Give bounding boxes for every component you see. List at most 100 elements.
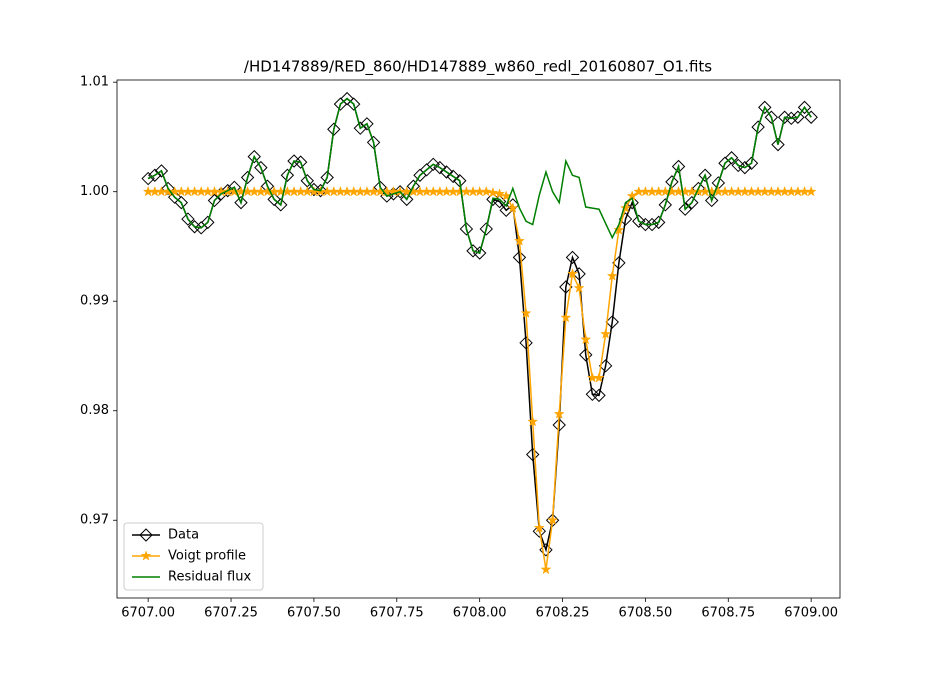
data-point [360, 117, 374, 131]
data-point [247, 149, 261, 164]
data-point [479, 222, 493, 236]
data-point [751, 120, 765, 134]
data-point [573, 282, 585, 293]
data-point [480, 185, 492, 197]
data-point [540, 563, 552, 575]
plot-frame [116, 79, 841, 599]
data-point [566, 268, 578, 279]
y-tick-label: 0.98 [80, 403, 109, 418]
data-point [340, 91, 354, 106]
data-point [293, 155, 308, 169]
data-point [552, 418, 566, 432]
data-point [400, 192, 414, 207]
x-tick-label: 6707.25 [204, 606, 258, 621]
data-point [705, 193, 719, 208]
data-point [520, 307, 532, 318]
data-point [161, 181, 175, 196]
data-point [532, 524, 547, 538]
chart-title: /HD147889/RED_860/HD147889_w860_redl_201… [244, 58, 712, 77]
data-point [174, 195, 189, 210]
data-point [267, 192, 281, 207]
data-point [393, 184, 407, 199]
data-point [507, 202, 519, 213]
data-point [744, 156, 759, 170]
data-point [613, 224, 625, 235]
data-point [181, 212, 195, 226]
data-point [724, 151, 739, 165]
data-point [525, 447, 540, 462]
x-tick-label: 6707.00 [121, 606, 175, 621]
series-line [147, 97, 812, 254]
data-point [459, 222, 474, 236]
legend-marker [139, 528, 153, 542]
data-point [572, 267, 586, 281]
data-point [313, 183, 328, 198]
data-point [519, 336, 533, 350]
y-tick-label: 0.99 [80, 294, 109, 309]
data-point [553, 408, 565, 419]
data-point [547, 514, 559, 525]
legend-label: Residual flux [168, 570, 251, 585]
data-point [346, 97, 361, 111]
data-point [685, 195, 699, 210]
data-point [691, 181, 706, 196]
data-point [797, 100, 812, 115]
data-point [804, 110, 818, 124]
x-tick-label: 6707.50 [287, 606, 341, 621]
data-point [784, 111, 798, 126]
data-point [580, 333, 592, 345]
legend-marker [140, 550, 152, 561]
data-point [320, 170, 334, 185]
legend-box [123, 522, 264, 591]
data-point [698, 168, 712, 182]
x-tick-label: 6708.25 [536, 606, 590, 621]
data-point [201, 215, 215, 230]
x-tick-label: 6708.00 [453, 606, 507, 621]
data-point [771, 137, 785, 152]
data-point [605, 315, 619, 329]
data-point [234, 195, 248, 210]
data-point [593, 372, 605, 383]
y-tick-label: 1.01 [80, 75, 109, 90]
data-point [280, 168, 295, 182]
legend-label: Voigt profile [168, 549, 246, 564]
data-point [207, 193, 222, 208]
data-point [565, 250, 580, 265]
legend-label: Data [168, 528, 199, 543]
data-point [527, 415, 539, 427]
data-point [533, 522, 545, 533]
data-point [658, 198, 673, 212]
data-point [426, 157, 440, 172]
data-point [592, 388, 606, 403]
data-point [671, 159, 686, 174]
data-point [651, 215, 666, 230]
x-tick-label: 6708.75 [701, 606, 755, 621]
data-point [494, 188, 506, 199]
data-point [545, 513, 560, 527]
data-point [512, 250, 527, 265]
data-point [764, 110, 779, 124]
data-point [559, 280, 573, 294]
y-tick-label: 0.97 [80, 513, 109, 528]
data-point [154, 164, 169, 178]
data-point [274, 198, 288, 212]
data-point [620, 202, 632, 213]
data-point [366, 135, 381, 150]
data-point [805, 185, 817, 197]
x-tick-label: 6707.75 [370, 606, 424, 621]
y-tick-label: 1.00 [80, 184, 109, 199]
data-point [513, 235, 525, 246]
data-point [487, 187, 499, 198]
data-point [606, 270, 618, 281]
data-point [600, 328, 612, 339]
data-point [579, 348, 593, 362]
x-tick-label: 6708.50 [619, 606, 673, 621]
data-point [560, 311, 572, 323]
data-point [758, 100, 772, 115]
data-point [240, 170, 255, 185]
data-point [632, 214, 646, 228]
x-tick-label: 6709.00 [784, 606, 838, 621]
data-point [791, 110, 805, 124]
data-point [327, 122, 341, 136]
